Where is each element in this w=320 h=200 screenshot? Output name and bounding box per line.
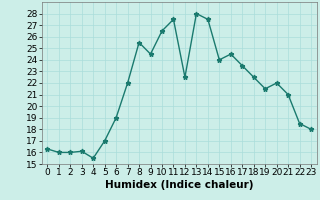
X-axis label: Humidex (Indice chaleur): Humidex (Indice chaleur)	[105, 180, 253, 190]
